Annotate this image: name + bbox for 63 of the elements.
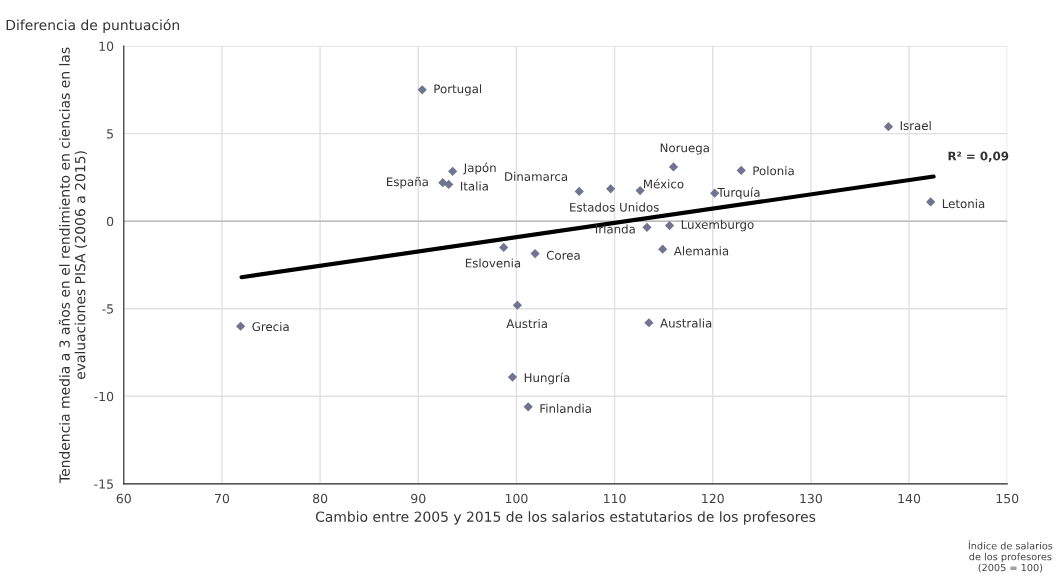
- point: [235, 321, 246, 331]
- annotation: Australia: [660, 318, 712, 328]
- y-tick-label: 5: [107, 129, 113, 139]
- x-axis-title: Cambio entre 2005 y 2015 de los salarios estatutarios de los profesores: [315, 511, 816, 525]
- point: [635, 185, 645, 196]
- y-tick-label: -10: [94, 391, 114, 402]
- y-tick-label: -15: [94, 479, 113, 489]
- y-axis-title: Tendencia media a 3 años en el rendimiento en ciencias en las evaluaciones PISA (2006 a 2015): [58, 47, 88, 484]
- annotation: Noruega: [660, 143, 709, 155]
- x-tick-label: 150: [996, 493, 1019, 504]
- point: [926, 197, 936, 207]
- point: [668, 162, 679, 172]
- annotation: Japón: [463, 162, 496, 175]
- annotation: España: [387, 176, 428, 189]
- x-tick-label: 130: [800, 493, 822, 504]
- point: [606, 184, 616, 194]
- annotation: Irlanda: [595, 224, 635, 234]
- x-tick-label: 110: [604, 493, 626, 504]
- y-tick-label: 0: [106, 216, 114, 227]
- point: [507, 372, 518, 382]
- annotation: Grecia: [252, 321, 289, 332]
- annotation: México: [644, 178, 684, 189]
- annotation: Hungría: [524, 372, 570, 385]
- x-tick-label: 120: [702, 493, 724, 504]
- annotation: Polonia: [753, 166, 794, 176]
- x-tick-label: 60: [116, 493, 131, 504]
- point: [444, 179, 454, 190]
- annotation: Eslovenia: [465, 258, 521, 268]
- x-tick-label: 140: [898, 493, 921, 504]
- annotation: Letonia: [942, 198, 985, 209]
- text: Índice de salarios de los profesores (2005 = 100): [968, 540, 1053, 573]
- annotation: Alemania: [673, 246, 729, 256]
- point: [642, 222, 652, 232]
- annotation: Corea: [546, 250, 580, 260]
- annotation: Finlandia: [540, 403, 591, 413]
- y-tick-label: -5: [102, 304, 113, 314]
- point: [512, 300, 523, 310]
- point: [736, 165, 746, 176]
- annotation: Israel: [900, 120, 931, 131]
- annotation: Luxemburgo: [681, 219, 754, 232]
- point: [664, 220, 675, 231]
- point: [417, 85, 427, 95]
- point: [499, 242, 509, 253]
- annotation: Estados Unidos: [570, 202, 659, 212]
- x-tick-label: 70: [215, 493, 230, 504]
- x-tick-label: 80: [313, 493, 328, 504]
- point: [523, 402, 533, 412]
- y-tick-label: 10: [99, 41, 114, 52]
- point: [658, 244, 668, 254]
- annotation: Dinamarca: [505, 171, 568, 181]
- point: [883, 122, 894, 132]
- annotation: Portugal: [434, 84, 482, 96]
- x-tick-label: 100: [505, 493, 528, 504]
- point: [644, 318, 654, 328]
- point: [448, 166, 458, 176]
- point: [530, 248, 540, 259]
- x-tick-label: 90: [411, 493, 426, 504]
- chart-title: Diferencia de puntuación: [6, 18, 180, 33]
- annotation: R² = 0,09: [948, 151, 1009, 163]
- point: [574, 186, 584, 197]
- annotation: Turquía: [717, 187, 760, 200]
- annotation: Austria: [506, 318, 547, 329]
- annotation: Italia: [460, 181, 488, 191]
